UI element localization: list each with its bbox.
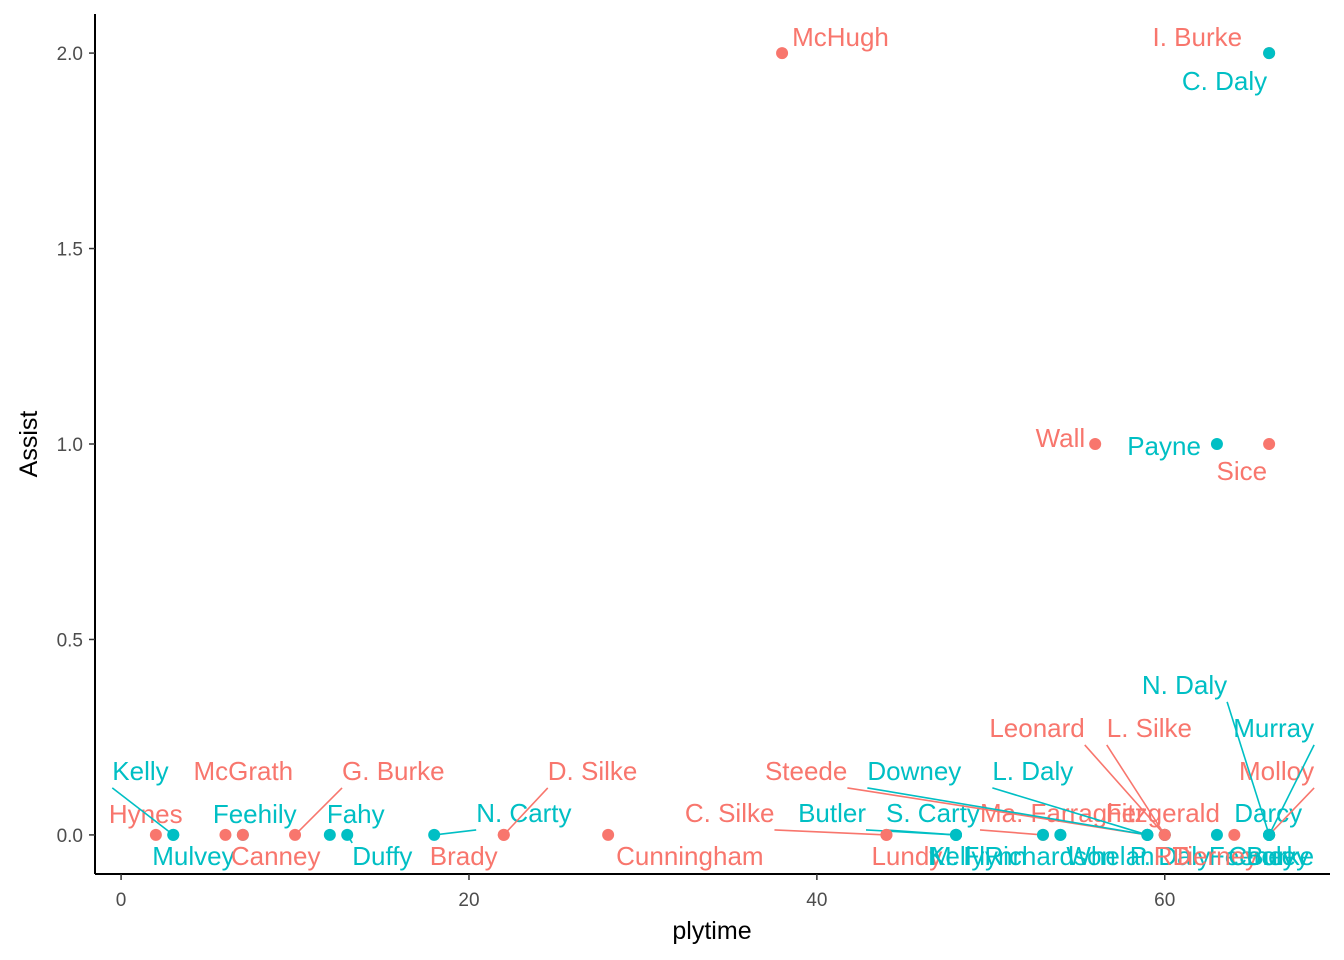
point-label-i-burke: I. Burke [1153, 22, 1243, 52]
point-rd [1158, 828, 1171, 841]
point-cunningham [602, 828, 615, 841]
point-richardson [1054, 828, 1067, 841]
point-canney [236, 828, 249, 841]
y-tick-label: 1.5 [57, 240, 83, 261]
point-kelly [950, 828, 963, 841]
point-label-duffy: Duffy [352, 841, 412, 871]
x-axis-title: plytime [672, 917, 751, 945]
point-label-d-silke: D. Silke [548, 756, 638, 786]
point-label-cunningham: Cunningham [616, 841, 763, 871]
x-tick-label: 0 [116, 890, 127, 911]
point-label-canney: Canney [231, 841, 321, 871]
x-tick-label: 20 [458, 890, 479, 911]
point-label-murray: Murray [1233, 713, 1314, 743]
leader-line [774, 829, 887, 836]
point-label-feehily: Feehily [213, 799, 297, 829]
point-label-rd: RD [1154, 841, 1192, 871]
leader-line [1106, 744, 1166, 836]
point-wall [1089, 438, 1102, 450]
data-points [149, 47, 1276, 841]
point-feeney [1210, 828, 1223, 841]
x-tick-label: 60 [1154, 890, 1175, 911]
x-ticks: 0 20 40 60 [116, 874, 1175, 911]
leader-line [503, 787, 549, 836]
point-g-burke [289, 828, 302, 841]
y-tick-label: 0.0 [57, 826, 83, 847]
point-label-n-daly: N. Daly [1142, 670, 1227, 700]
leader-line [1268, 787, 1315, 836]
point-label-mulvey: Mulvey [152, 841, 234, 871]
label-leader-lines [111, 701, 1315, 844]
point-d-silke [497, 828, 510, 841]
leader-line [885, 829, 957, 836]
point-label-richardson: Richardson [984, 841, 1116, 871]
point-label-burke: Burke [1246, 841, 1314, 871]
leader-line [867, 787, 1148, 836]
point-label-tierney: Tierney [1172, 841, 1258, 871]
point-label-whelan: Whelan [1066, 841, 1154, 871]
point-label-sice: Sice [1217, 456, 1268, 486]
point-label-feeney: Feeney [1209, 841, 1296, 871]
point-mchugh [776, 47, 789, 60]
point-label-leonard: Leonard [989, 713, 1084, 743]
point-label-wall: Wall [1036, 423, 1086, 453]
point-label-fahy: Fahy [327, 799, 385, 829]
y-tick-label: 2.0 [57, 44, 83, 65]
point-whelan [1141, 828, 1154, 841]
y-ticks: 0.0 0.5 1.0 1.5 2.0 [57, 44, 95, 847]
leader-line [1084, 744, 1166, 836]
point-label-g-burke: G. Burke [342, 756, 445, 786]
point-label-m: M. [930, 841, 959, 871]
point-label-mcgrath: McGrath [193, 756, 293, 786]
point-tierney [1228, 828, 1241, 841]
point-label-c-silke: C. Silke [685, 798, 775, 828]
y-tick-label: 1.0 [57, 435, 83, 456]
point-label-l-silke: L. Silke [1107, 713, 1192, 743]
point-label-payne: Payne [1127, 431, 1201, 461]
x-tick-label: 40 [806, 890, 827, 911]
point-label-c-daly: C. Daly [1182, 66, 1267, 96]
point-label-p-daly: P. Daly [1130, 841, 1210, 871]
point-fahy [323, 828, 336, 841]
point-c-daly [1263, 47, 1276, 60]
point-n-carty [428, 828, 441, 841]
point-label-brady: Brady [430, 841, 498, 871]
y-axis-title: Assist [15, 411, 43, 478]
point-lundy [880, 828, 893, 841]
point-payne [1210, 438, 1223, 450]
point-label-flynn: Flynn [963, 841, 1027, 871]
point-label-downey: Downey [867, 756, 961, 786]
leader-line [992, 787, 1148, 836]
leader-line [1268, 744, 1315, 836]
point-label-l-daly: L. Daly [992, 756, 1073, 786]
point-label-butler: Butler [798, 798, 866, 828]
point-label-s-carty: S. Carty [886, 798, 980, 828]
point-hynes [149, 828, 162, 841]
leader-line [979, 829, 1044, 836]
leader-line [111, 787, 174, 836]
point-label-molloy: Molloy [1239, 756, 1314, 786]
leader-line [434, 829, 477, 836]
point-sice [1263, 438, 1276, 450]
leader-line [294, 787, 343, 836]
point-label-steede: Steede [765, 756, 847, 786]
point-m [1036, 828, 1049, 841]
point-mulvey [167, 828, 180, 841]
point-label-fitzgerald: Fitzgerald [1106, 798, 1220, 828]
point-duffy [341, 828, 354, 841]
point-label-darcy: Darcy [1234, 798, 1302, 828]
point-label-lundy: Lundy [871, 841, 942, 871]
point-label-cooley: Cooley [1228, 841, 1309, 871]
point-cooley [1263, 828, 1276, 841]
y-tick-label: 0.5 [57, 630, 83, 651]
point-label-mchugh: McHugh [792, 22, 889, 52]
leader-line [1226, 701, 1270, 836]
point-label-kelly: Kelly [928, 841, 984, 871]
point-label-kelly: Kelly [112, 756, 168, 786]
point-mcgrath [219, 828, 232, 841]
